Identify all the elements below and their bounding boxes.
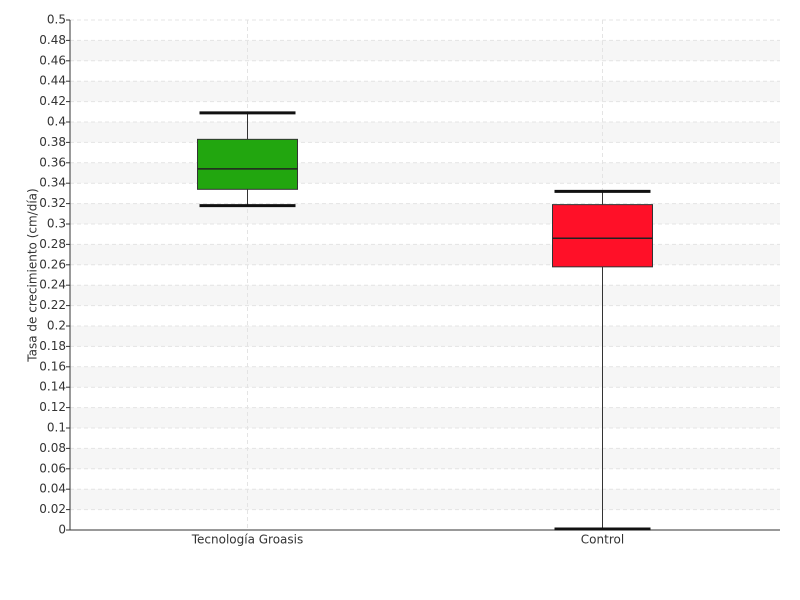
y-tick-label: 0.3 — [47, 217, 66, 231]
y-tick-label: 0.48 — [39, 33, 66, 47]
y-tick-label: 0.22 — [39, 298, 66, 312]
y-tick-label: 0 — [58, 523, 66, 537]
grid-band — [70, 448, 780, 469]
y-tick-label: 0.08 — [39, 441, 66, 455]
y-tick-label: 0.14 — [39, 380, 66, 394]
x-tick-label: Control — [581, 533, 624, 547]
y-tick-label: 0.46 — [39, 53, 66, 67]
grid-band — [70, 244, 780, 265]
y-tick-label: 0.24 — [39, 278, 66, 292]
y-tick-label: 0.02 — [39, 502, 66, 516]
y-tick-label: 0.4 — [47, 115, 66, 129]
y-tick-label: 0.36 — [39, 155, 66, 169]
grid-band — [70, 122, 780, 143]
y-tick-label: 0.2 — [47, 319, 66, 333]
grid-band — [70, 407, 780, 428]
y-tick-label: 0.04 — [39, 482, 66, 496]
y-tick-label: 0.44 — [39, 74, 66, 88]
grid-band — [70, 285, 780, 306]
y-axis-label: Tasa de crecimiento (cm/día) — [26, 188, 40, 362]
y-tick-label: 0.18 — [39, 339, 66, 353]
y-tick-label: 0.26 — [39, 257, 66, 271]
y-tick-label: 0.32 — [39, 196, 66, 210]
x-tick-label: Tecnología Groasis — [191, 533, 304, 547]
y-tick-label: 0.16 — [39, 359, 66, 373]
y-tick-label: 0.38 — [39, 135, 66, 149]
y-tick-label: 0.5 — [47, 13, 66, 27]
y-tick-label: 0.34 — [39, 176, 66, 190]
grid-band — [70, 162, 780, 184]
grid-band — [70, 489, 780, 510]
y-tick-label: 0.42 — [39, 94, 66, 108]
box — [197, 138, 298, 190]
box — [552, 204, 653, 268]
y-tick-label: 0.28 — [39, 237, 66, 251]
grid-band — [70, 326, 780, 347]
grid-band — [70, 40, 780, 61]
grid-band — [70, 366, 780, 388]
y-tick-label: 0.06 — [39, 461, 66, 475]
grid-band — [70, 203, 780, 224]
y-tick-label: 0.12 — [39, 400, 66, 414]
grid-band — [70, 81, 780, 102]
y-tick-label: 0.1 — [47, 421, 66, 435]
